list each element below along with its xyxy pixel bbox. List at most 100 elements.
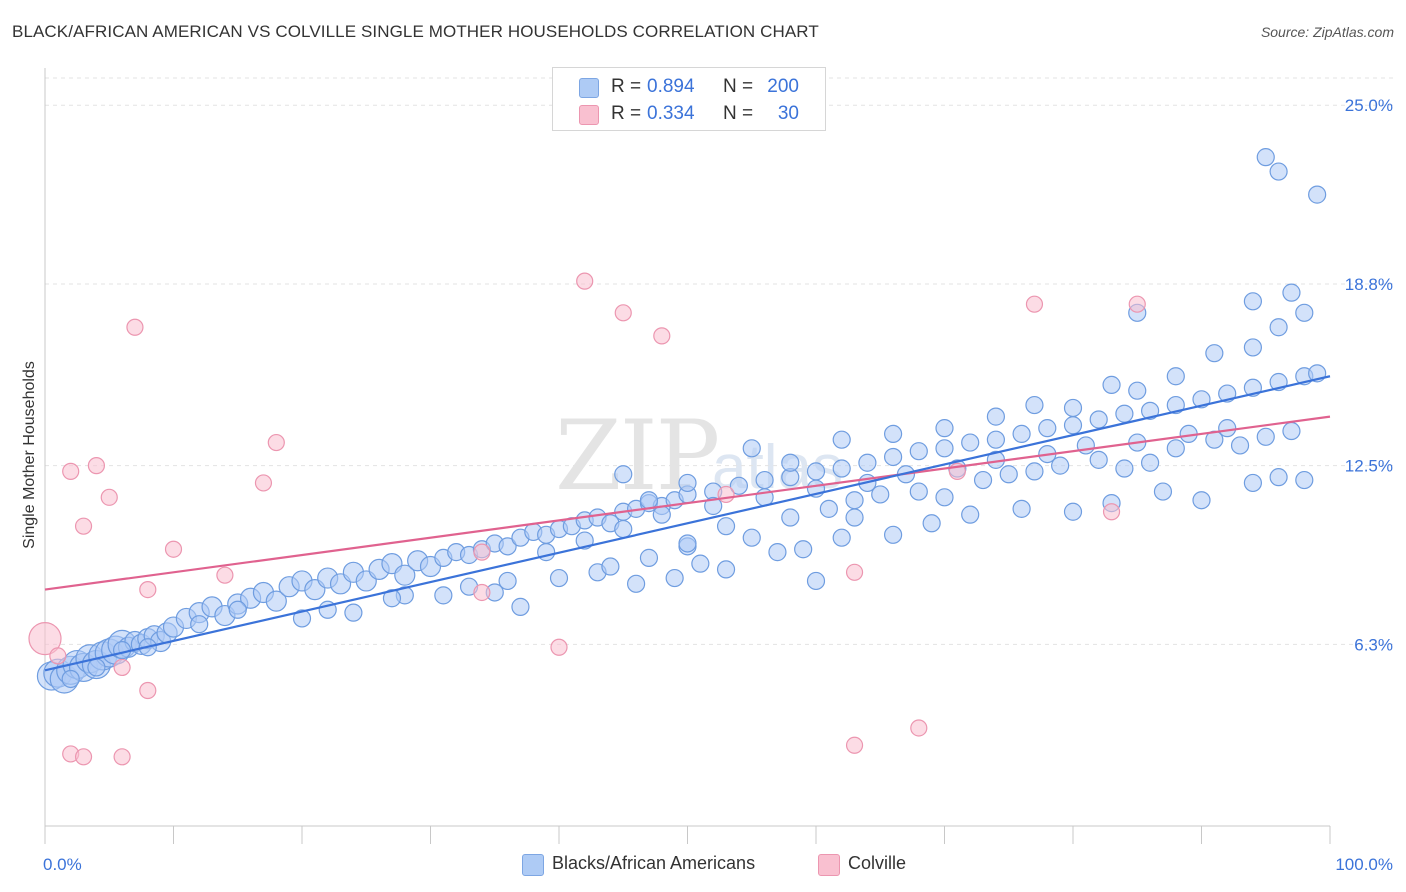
point-blacks [768,543,787,562]
point-colville [139,681,157,700]
point-blacks [1243,473,1263,493]
point-blacks [935,488,954,507]
point-colville [550,638,568,656]
point-blacks [665,568,684,588]
point-blacks [1102,375,1121,394]
point-colville [267,433,285,452]
point-blacks [961,433,980,452]
point-blacks [1012,424,1031,444]
point-colville [653,327,671,345]
legend-r-value: 0.894 [647,76,695,97]
point-colville [74,517,93,535]
point-blacks [1153,482,1173,501]
point-blacks [1025,462,1044,481]
point-blacks [190,615,209,634]
point-blacks [858,453,877,472]
point-colville [62,462,80,480]
point-colville [254,474,273,492]
point-blacks [1089,410,1108,429]
point-blacks [434,586,453,605]
point-blacks [883,424,903,444]
point-colville [576,272,594,290]
point-colville [126,318,144,336]
point-blacks [973,470,993,490]
point-blacks [794,540,813,559]
legend-label-colville: Colville [848,853,907,873]
point-blacks [1166,395,1185,415]
point-blacks [1128,381,1147,400]
point-blacks [1269,162,1288,181]
point-blacks [1063,416,1083,435]
point-blacks [626,574,646,593]
legend-r-label: R = [611,76,642,97]
point-blacks [61,669,80,689]
point-blacks [394,564,416,586]
point-colville [87,457,106,475]
legend-n-label: N = [723,76,754,97]
x-tick-label: 0.0% [43,855,82,874]
point-blacks [678,473,697,493]
point-blacks [498,571,517,591]
point-blacks [1282,421,1301,441]
point-colville [845,736,864,754]
chart-title: BLACK/AFRICAN AMERICAN VS COLVILLE SINGL… [12,22,819,41]
trendline-blacks [44,375,1331,672]
point-blacks [755,470,774,490]
point-blacks [1025,395,1044,415]
point-blacks [1256,148,1275,167]
point-colville [473,543,491,561]
point-colville [1102,503,1121,521]
point-colville [910,719,928,737]
point-blacks [1295,303,1314,322]
point-colville [473,583,491,602]
point-colville [49,647,67,665]
point-colville [216,566,234,584]
point-blacks [1166,439,1185,458]
point-colville [74,748,93,766]
point-blacks [511,597,530,616]
point-blacks [716,517,736,536]
point-blacks [1115,459,1134,478]
point-blacks [781,508,800,527]
point-blacks [344,603,363,622]
legend-row-colville: R = 0.334 N = 30 [553,101,825,127]
point-blacks [1166,367,1185,386]
point-blacks [614,465,633,484]
point-blacks [832,430,851,449]
point-blacks [935,419,954,438]
point-blacks [871,485,890,504]
legend-n-value: 30 [777,103,799,124]
point-colville [164,540,183,558]
point-blacks [819,499,838,518]
point-blacks [1269,318,1288,337]
y-tick-label: 25.0% [1345,96,1393,115]
point-blacks [909,482,928,501]
point-blacks [1295,470,1314,490]
point-blacks [716,560,736,579]
point-blacks [228,600,247,619]
point-blacks [1038,419,1057,438]
point-blacks [1269,468,1288,487]
point-colville [1025,295,1044,313]
point-blacks [1012,499,1031,518]
point-blacks [704,496,723,516]
point-blacks [986,430,1006,449]
point-colville [28,622,62,656]
point-blacks [1115,404,1134,423]
point-blacks [112,641,132,660]
point-blacks [1051,456,1070,475]
legend-row-blacks: R = 0.894 N = 200 [553,74,825,100]
legend-n-label: N = [723,103,754,124]
point-blacks [1076,436,1095,455]
point-blacks [652,505,671,524]
point-blacks [999,465,1018,484]
point-blacks [87,658,106,677]
point-blacks [1243,338,1263,357]
point-colville [139,580,157,599]
point-blacks [382,589,402,608]
point-colville [113,658,131,677]
point-blacks [961,505,980,524]
point-blacks [742,528,761,547]
point-blacks [806,571,826,591]
